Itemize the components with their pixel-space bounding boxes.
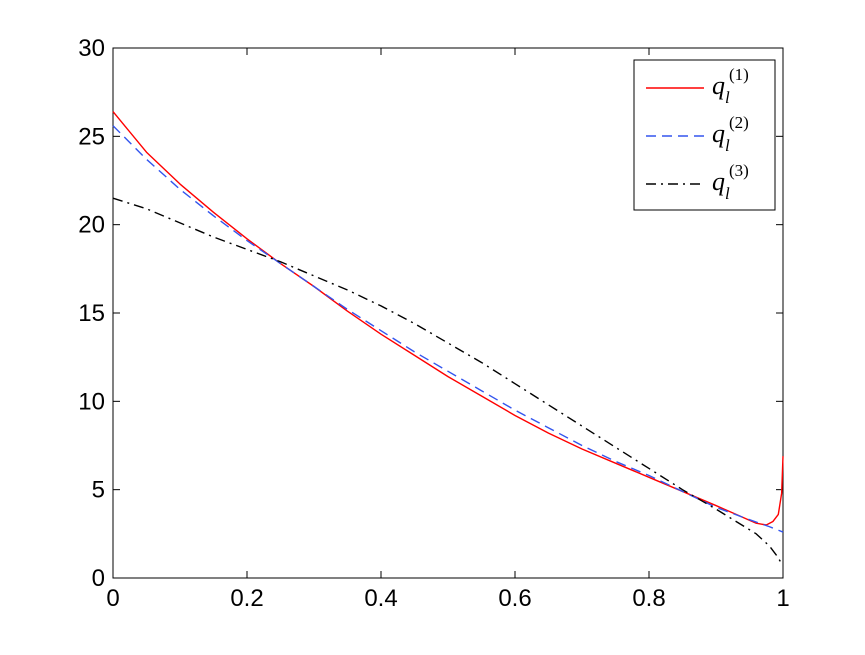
legend-label-superscript: (1) [729,65,749,84]
y-tick-label: 5 [92,477,105,504]
x-tick-label: 1 [776,585,789,612]
y-tick-label: 10 [78,388,105,415]
legend-label-base: q [712,167,725,196]
legend-label-superscript: (3) [729,161,749,180]
legend-label-base: q [712,71,725,100]
series-lines [112,111,784,567]
y-tick-label: 15 [78,300,105,327]
x-tick-label: 0.8 [632,585,665,612]
y-tick-label: 30 [78,35,105,62]
y-tick-label: 20 [78,212,105,239]
legend-box [633,59,776,211]
legend-label-subscript: l [725,184,730,203]
x-tick-label: 0.2 [230,585,263,612]
x-tick-label: 0 [106,585,119,612]
y-tick-label: 0 [92,565,105,592]
series-line-2 [112,125,784,533]
y-tick-label: 25 [78,123,105,150]
legend-label-subscript: l [725,136,730,155]
legend-label-subscript: l [725,88,730,107]
legend-label-base: q [712,119,725,148]
x-tick-label: 0.4 [364,585,397,612]
x-tick-label: 0.6 [498,585,531,612]
series-line-3 [112,197,784,567]
legend: q l(1)q l(2)q l(3) [633,59,776,211]
legend-label-superscript: (2) [729,113,749,132]
